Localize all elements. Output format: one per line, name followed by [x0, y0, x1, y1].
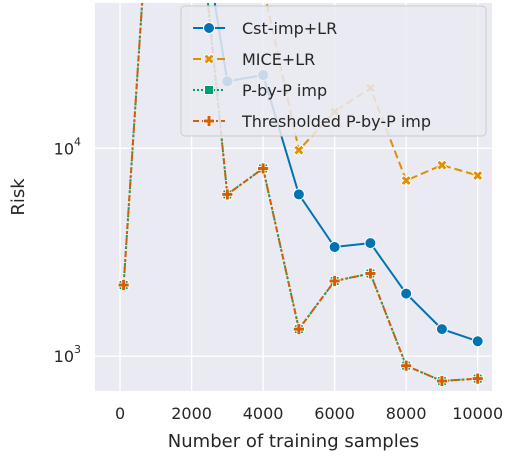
- data-point: [400, 287, 413, 300]
- legend-label: P-by-P imp: [242, 81, 327, 100]
- data-point: [328, 275, 341, 287]
- x-ticks: 0 2000 4000 6000 8000 10000: [115, 404, 503, 423]
- legend-marker: [203, 22, 215, 34]
- y-axis-label: Risk: [8, 178, 29, 216]
- data-point: [364, 237, 377, 250]
- legend-marker: [203, 115, 215, 127]
- data-point: [435, 323, 448, 336]
- y-tick-label: 10: [54, 139, 74, 158]
- data-point: [472, 169, 484, 182]
- data-point: [328, 241, 341, 254]
- data-point: [293, 144, 305, 156]
- y-tick-exponent: 4: [74, 135, 81, 148]
- x-tick-label: 2000: [171, 404, 212, 423]
- x-axis-label: Number of training samples: [168, 431, 419, 452]
- legend-entry: P-by-P imp: [193, 81, 327, 100]
- data-point: [400, 174, 412, 187]
- data-point: [221, 188, 234, 201]
- legend-label: MICE+LR: [242, 50, 315, 69]
- data-point: [436, 375, 448, 387]
- data-point: [292, 188, 305, 201]
- data-point: [292, 323, 305, 335]
- legend: Cst-imp+LR MICE+LR P-by-P imp Thresholded P…: [180, 5, 487, 137]
- legend-label: Thresholded P-by-P imp: [241, 112, 431, 131]
- data-point: [436, 159, 448, 171]
- legend-entry: Thresholded P-by-P imp: [193, 112, 431, 131]
- legend-marker: [203, 53, 215, 65]
- series-4: [117, 3, 484, 387]
- data-point: [257, 162, 269, 175]
- series-line: [122, 3, 478, 383]
- legend-entry: Cst-imp+LR: [193, 19, 337, 38]
- x-tick-label: 0: [115, 404, 125, 423]
- data-point: [364, 267, 377, 280]
- x-tick-label: 4000: [243, 404, 284, 423]
- legend-marker: [204, 85, 214, 95]
- y-tick-exponent: 3: [74, 343, 81, 356]
- x-tick-label: 8000: [386, 404, 427, 423]
- legend-box: [180, 5, 487, 137]
- legend-label: Cst-imp+LR: [242, 19, 337, 38]
- data-point: [400, 359, 413, 372]
- y-tick-label: 10: [54, 347, 74, 366]
- data-point: [471, 372, 484, 385]
- x-tick-label: 10000: [452, 404, 503, 423]
- legend-entry: MICE+LR: [193, 50, 315, 69]
- data-point: [117, 279, 130, 291]
- x-tick-label: 6000: [314, 404, 355, 423]
- data-point: [471, 335, 484, 348]
